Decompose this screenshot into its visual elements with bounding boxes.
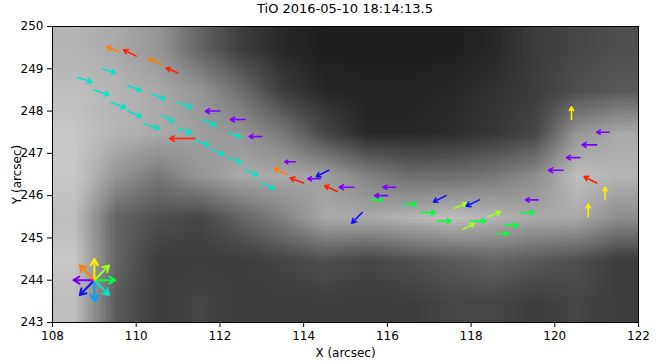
svg-text:244: 244: [21, 273, 44, 287]
svg-text:114: 114: [292, 329, 315, 343]
svg-text:249: 249: [21, 62, 44, 76]
svg-text:Y (arcsec): Y (arcsec): [10, 145, 24, 205]
svg-text:108: 108: [41, 329, 64, 343]
svg-text:112: 112: [208, 329, 231, 343]
svg-text:120: 120: [543, 329, 566, 343]
svg-text:122: 122: [627, 329, 650, 343]
svg-text:246: 246: [20, 188, 44, 203]
svg-text:116: 116: [376, 329, 399, 343]
svg-text:248: 248: [21, 104, 44, 118]
svg-text:X (arcsec): X (arcsec): [315, 346, 375, 360]
svg-text:243: 243: [21, 315, 44, 329]
svg-text:118: 118: [460, 329, 483, 343]
html-text:TiO 2016-05-10 18:14:13.5: TiO 2016-05-10 18:14:13.5: [257, 1, 433, 16]
svg-text:110: 110: [125, 329, 148, 343]
svg-text:245: 245: [21, 231, 44, 245]
svg-text:250: 250: [21, 19, 44, 33]
svg-text:247: 247: [20, 146, 44, 161]
